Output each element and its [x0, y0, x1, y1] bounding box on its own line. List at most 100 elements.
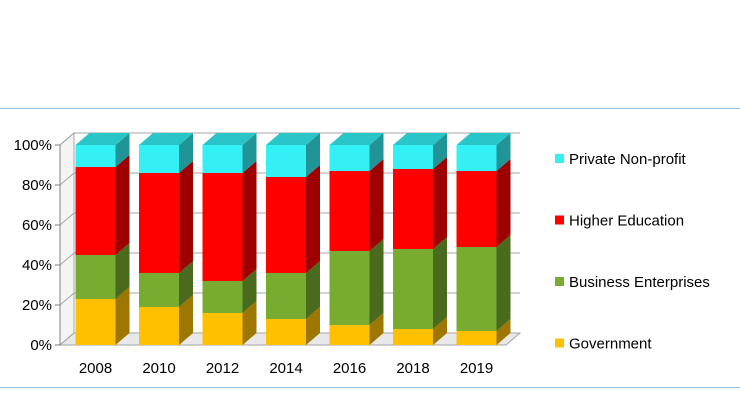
- legend-item-business-enterprises: Business Enterprises: [555, 274, 710, 291]
- bar-side: [306, 165, 320, 273]
- legend-swatch: [555, 154, 564, 163]
- labels-layer: 0% 20% 40% 60% 80% 100% 2008 2010 2012 2014 2016 20…: [14, 137, 494, 377]
- bar-front: [329, 145, 370, 171]
- bar-front: [456, 171, 497, 247]
- bar-segment-government-2019: [456, 319, 511, 345]
- bar-segment-private-non-profit-2012: [202, 133, 257, 173]
- x-tick-label: 2010: [142, 360, 175, 377]
- gridline-depth: [59, 172, 75, 186]
- bar-segment-business-enterprises-2018: [393, 237, 447, 329]
- bar-segment-government-2018: [393, 317, 447, 345]
- bar-segment-business-enterprises-2010: [139, 261, 193, 307]
- bar-side: [496, 133, 511, 171]
- bar-side: [433, 317, 447, 345]
- bar-side: [306, 133, 320, 177]
- x-tick-label: 2016: [333, 360, 366, 377]
- legend-swatch: [555, 338, 564, 348]
- bar-segment-government-2016: [329, 313, 384, 345]
- bar-side: [433, 237, 447, 329]
- bar-segment-private-non-profit-2016: [329, 133, 384, 171]
- side-wall: [59, 131, 75, 347]
- legend-swatch: [555, 277, 564, 286]
- bar-top: [139, 133, 193, 145]
- bar-side: [115, 155, 130, 255]
- bar-front: [202, 313, 243, 345]
- bar-segment-private-non-profit-2019: [456, 133, 511, 171]
- legend-label: Private Non-profit: [569, 151, 687, 168]
- bar-front: [75, 255, 116, 299]
- bar-front: [329, 171, 370, 251]
- bar-side: [115, 133, 130, 167]
- x-tick-label: 2008: [79, 360, 112, 377]
- bar-segment-business-enterprises-2019: [456, 235, 511, 331]
- y-tick-label: 100%: [14, 137, 52, 154]
- gridline-depth: [59, 252, 75, 266]
- bar-segment-higher-education-2014: [266, 165, 320, 273]
- bar-front: [393, 145, 433, 169]
- bar-side: [115, 243, 130, 299]
- bar-front: [393, 329, 433, 345]
- bar-side: [242, 133, 257, 173]
- gridline-depth: [59, 332, 75, 346]
- bar-side: [179, 161, 193, 273]
- bar-segment-higher-education-2019: [456, 159, 511, 247]
- y-tick-label: 80%: [22, 177, 52, 194]
- bar-side: [179, 295, 193, 345]
- gridline-depth: [59, 292, 75, 306]
- bar-front: [202, 173, 243, 281]
- bar-side: [242, 161, 257, 281]
- bar-stack-2019: [456, 133, 511, 345]
- bar-segment-higher-education-2010: [139, 161, 193, 273]
- bar-side: [242, 269, 257, 313]
- bar-front: [266, 145, 306, 177]
- bar-stack-2014: [266, 133, 320, 345]
- bar-side: [369, 159, 384, 251]
- bar-side: [496, 319, 511, 345]
- legend-item-private-non-profit: Private Non-profit: [555, 151, 687, 168]
- bar-side: [369, 239, 384, 325]
- bar-front: [456, 331, 497, 345]
- bar-stack-2010: [139, 133, 193, 345]
- bar-side: [369, 133, 384, 171]
- bar-segment-higher-education-2016: [329, 159, 384, 251]
- bar-side: [179, 261, 193, 307]
- bar-top: [266, 133, 320, 145]
- bar-front: [266, 319, 306, 345]
- legend-swatch: [555, 215, 564, 225]
- bar-segment-higher-education-2008: [75, 155, 130, 255]
- legend: Private Non-profit Higher Education Busine…: [555, 151, 710, 353]
- bar-stack-2016: [329, 133, 384, 345]
- bar-front: [139, 173, 179, 273]
- bar-segment-private-non-profit-2008: [75, 133, 130, 167]
- x-tick-label: 2012: [206, 360, 239, 377]
- x-tick-label: 2019: [460, 360, 493, 377]
- bars-layer: [75, 133, 511, 345]
- bar-segment-business-enterprises-2016: [329, 239, 384, 325]
- bar-top: [393, 133, 447, 145]
- bar-segment-private-non-profit-2010: [139, 133, 193, 173]
- bar-front: [393, 169, 433, 249]
- bar-segment-higher-education-2018: [393, 157, 447, 249]
- bar-top: [202, 133, 257, 145]
- bar-stack-2018: [393, 133, 447, 345]
- legend-item-higher-education: Higher Education: [555, 213, 684, 230]
- bar-side: [433, 157, 447, 249]
- bar-side: [242, 301, 257, 345]
- bar-segment-private-non-profit-2018: [393, 133, 447, 169]
- x-tick-label: 2014: [269, 360, 302, 377]
- bar-front: [329, 251, 370, 325]
- legend-label: Business Enterprises: [569, 274, 710, 291]
- bar-segment-business-enterprises-2014: [266, 261, 320, 319]
- bar-front: [456, 145, 497, 171]
- bar-front: [393, 249, 433, 329]
- bar-front: [75, 145, 116, 167]
- y-tick-label: 60%: [22, 217, 52, 234]
- legend-item-government: Government: [555, 336, 652, 353]
- bar-segment-private-non-profit-2014: [266, 133, 320, 177]
- bar-front: [266, 177, 306, 273]
- y-tick-label: 20%: [22, 297, 52, 314]
- bar-segment-business-enterprises-2008: [75, 243, 130, 299]
- bar-front: [266, 273, 306, 319]
- bar-segment-government-2008: [75, 287, 130, 345]
